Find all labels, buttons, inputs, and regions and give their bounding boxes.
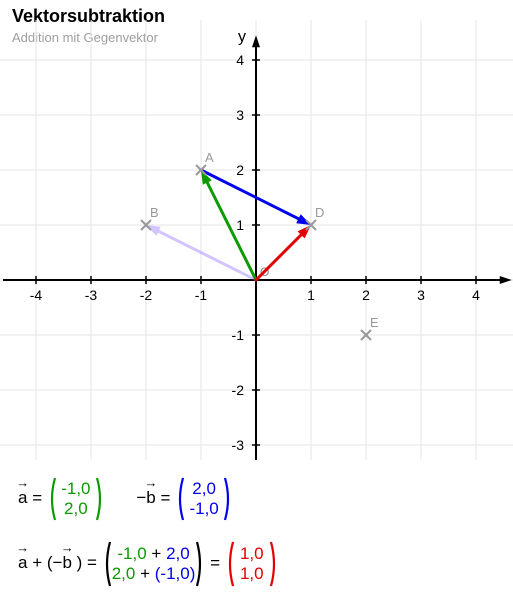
point-E: E [361, 315, 379, 340]
svg-text:-2: -2 [232, 382, 245, 398]
svg-text:E: E [370, 315, 379, 330]
negb-label: −b [136, 488, 160, 507]
svg-text:2: 2 [236, 162, 244, 178]
a-symbol: a [18, 480, 27, 508]
svg-text:1: 1 [307, 287, 315, 303]
svg-text:-1: -1 [195, 287, 208, 303]
svg-text:-2: -2 [140, 287, 153, 303]
equation-line-1: a = -1,02,0 −b = 2,0-1,0 [18, 476, 233, 522]
svg-text:-3: -3 [232, 437, 245, 453]
svg-text:-4: -4 [30, 287, 43, 303]
a-vector: -1,02,0 [47, 488, 110, 507]
svg-text:2: 2 [362, 287, 370, 303]
sum-expanded: -1,0 + 2,0 2,0 + (-1,0) [102, 540, 206, 588]
equals-2: = [160, 488, 175, 507]
sum-lhs: a + (−b ) = [18, 553, 102, 572]
svg-text:B: B [150, 205, 159, 220]
svg-text:-1: -1 [232, 327, 245, 343]
equation-line-2: a + (−b ) = -1,0 + 2,0 2,0 + (-1,0) [18, 540, 279, 588]
point-D: D [306, 205, 324, 230]
svg-text:A: A [205, 150, 214, 165]
equals-1: = [32, 488, 47, 507]
a-label: a [18, 488, 27, 507]
svg-text:y: y [238, 28, 246, 45]
svg-text:3: 3 [417, 287, 425, 303]
negb-vector: 2,0-1,0 [175, 488, 233, 507]
equals-3: = [210, 553, 225, 572]
svg-text:-3: -3 [85, 287, 98, 303]
svg-text:D: D [315, 205, 324, 220]
svg-text:4: 4 [472, 287, 480, 303]
b-symbol: b [62, 545, 71, 573]
result-vector: 1,0 1,0 [225, 540, 279, 588]
a-symbol: a [18, 545, 27, 573]
svg-text:3: 3 [236, 107, 244, 123]
vector-plot: xy-4-3-2-11234-3-2-11234OABDE [0, 20, 513, 460]
vector-r [256, 225, 311, 280]
b-symbol: b [146, 480, 155, 508]
svg-text:1: 1 [236, 217, 244, 233]
svg-text:4: 4 [236, 52, 244, 68]
